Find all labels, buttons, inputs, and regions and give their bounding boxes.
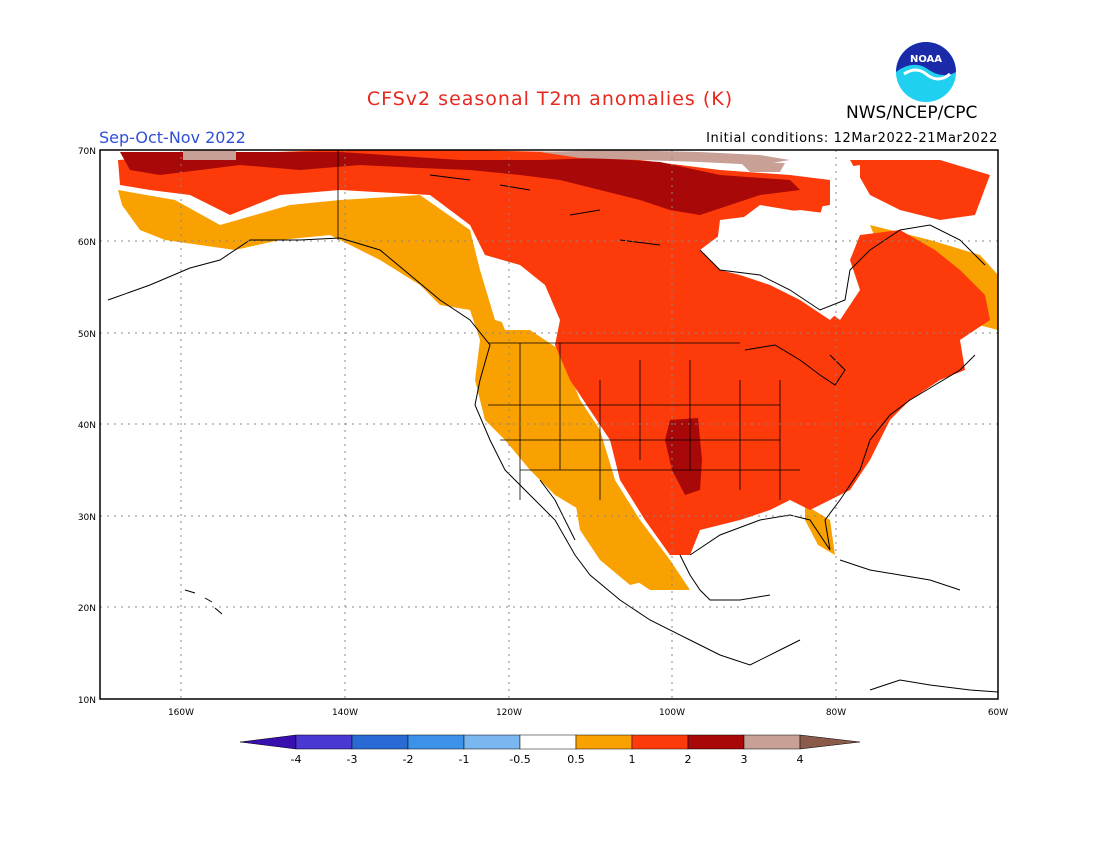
longitude-labels: 160W 140W 120W 100W 80W 60W bbox=[168, 708, 1008, 718]
anomaly-area-1-2 bbox=[118, 150, 990, 555]
colorbar-bin bbox=[575, 734, 633, 750]
noaa-logo-text: NOAA bbox=[910, 54, 942, 65]
colorbar-label: 0.5 bbox=[567, 753, 585, 766]
colorbar-label: -1 bbox=[459, 753, 470, 766]
colorbar-label: -2 bbox=[403, 753, 414, 766]
lon-label: 60W bbox=[988, 708, 1008, 718]
lon-label: 140W bbox=[332, 708, 358, 718]
season-label: Sep-Oct-Nov 2022 bbox=[99, 128, 246, 147]
latitude-labels: 70N 60N 50N 40N 30N 20N 10N bbox=[78, 147, 96, 706]
noaa-logo: NOAA bbox=[896, 42, 956, 102]
graticule bbox=[100, 150, 998, 699]
colorbar-bin bbox=[519, 734, 577, 750]
map-title: CFSv2 seasonal T2m anomalies (K) bbox=[366, 88, 734, 110]
lon-label: 120W bbox=[496, 708, 522, 718]
colorbar-bin bbox=[463, 734, 521, 750]
colorbar-label: -3 bbox=[347, 753, 358, 766]
colorbar-arrow-low bbox=[239, 734, 297, 750]
map-frame bbox=[99, 149, 999, 700]
initial-conditions-label: Initial conditions: 12Mar2022-21Mar2022 bbox=[706, 131, 998, 146]
colorbar-bin bbox=[295, 734, 353, 750]
lat-label: 30N bbox=[78, 513, 96, 523]
lat-label: 20N bbox=[78, 604, 96, 614]
colorbar-bin bbox=[631, 734, 689, 750]
lat-label: 50N bbox=[78, 330, 96, 340]
colorbar-label: -4 bbox=[291, 753, 302, 766]
political-borders bbox=[337, 150, 800, 500]
lon-label: 100W bbox=[659, 708, 685, 718]
colorbar-arrow-high bbox=[799, 734, 861, 750]
anomaly-shading bbox=[100, 150, 998, 590]
lon-label: 160W bbox=[168, 708, 194, 718]
colorbar-bin bbox=[743, 734, 801, 750]
coastlines bbox=[107, 174, 998, 693]
colorbar-bin bbox=[407, 734, 465, 750]
colorbar-label: 2 bbox=[685, 753, 692, 766]
anomaly-area-2-3 bbox=[120, 152, 800, 215]
anomaly-area-3-4 bbox=[183, 150, 236, 160]
colorbar-label: 3 bbox=[741, 753, 748, 766]
anomaly-area-0.5-1-east bbox=[870, 225, 998, 330]
lat-label: 10N bbox=[78, 696, 96, 706]
colorbar-label: -0.5 bbox=[509, 753, 530, 766]
lat-label: 60N bbox=[78, 238, 96, 248]
colorbar-bin bbox=[687, 734, 745, 750]
colorbar-bin bbox=[351, 734, 409, 750]
lat-label: 70N bbox=[78, 147, 96, 157]
lon-label: 80W bbox=[826, 708, 846, 718]
anomaly-area-0.5-1 bbox=[118, 190, 690, 590]
colorbar: -4 -3 -2 -1 -0.5 0.5 1 2 3 4 bbox=[239, 734, 861, 766]
colorbar-label: 1 bbox=[629, 753, 636, 766]
lat-label: 40N bbox=[78, 421, 96, 431]
agency-label: NWS/NCEP/CPC bbox=[846, 103, 978, 123]
colorbar-label: 4 bbox=[797, 753, 804, 766]
